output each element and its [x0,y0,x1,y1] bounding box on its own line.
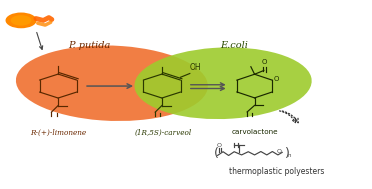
Text: n: n [288,153,291,158]
Ellipse shape [16,46,208,121]
Text: P. putida: P. putida [68,41,111,50]
Text: E.coli: E.coli [220,41,248,50]
Text: O: O [277,149,282,154]
Text: thermoplastic polyesters: thermoplastic polyesters [229,167,324,176]
Text: R-(+)-limonene: R-(+)-limonene [30,129,86,137]
Text: OH: OH [190,63,201,72]
Circle shape [6,12,37,28]
Text: O: O [274,76,279,82]
Text: (: ( [214,147,219,160]
Text: ): ) [285,147,290,160]
Circle shape [11,15,32,26]
Text: O: O [217,143,222,148]
Text: carvolactone: carvolactone [231,129,278,135]
Text: (1R,5S)-carveol: (1R,5S)-carveol [135,129,192,137]
Text: O: O [261,59,266,65]
Ellipse shape [134,47,312,119]
